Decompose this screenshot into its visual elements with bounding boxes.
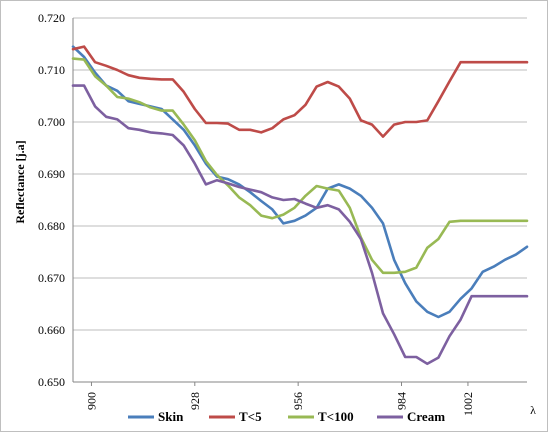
legend: Skin T<5 T<100 Cream bbox=[128, 409, 445, 424]
x-tick-label: 956 bbox=[291, 392, 305, 410]
legend-label: Cream bbox=[407, 409, 445, 424]
legend-label: T<5 bbox=[239, 409, 262, 424]
y-tick-label: 0.670 bbox=[38, 271, 65, 285]
series-line-cream bbox=[71, 84, 529, 366]
axes bbox=[72, 18, 527, 386]
series-lines bbox=[71, 45, 529, 366]
x-tick-label: 900 bbox=[84, 392, 98, 410]
y-tick-label: 0.690 bbox=[38, 167, 65, 181]
y-tick-labels: 0.720 0.710 0.700 0.690 0.680 0.670 0.660 0.650 bbox=[38, 11, 65, 389]
series-line-skin bbox=[71, 45, 529, 319]
legend-label: T<100 bbox=[318, 409, 354, 424]
y-tick-label: 0.680 bbox=[38, 219, 65, 233]
y-axis-title: Reflectance [j.a] bbox=[13, 140, 27, 223]
y-tick-label: 0.660 bbox=[38, 323, 65, 337]
series-line-t-5 bbox=[71, 45, 529, 138]
series-line-t-100 bbox=[71, 57, 529, 275]
gridlines bbox=[73, 17, 527, 331]
x-tick-label: 928 bbox=[188, 392, 202, 410]
x-axis-title: λ bbox=[530, 403, 536, 417]
x-tick-label: 984 bbox=[395, 392, 409, 410]
x-tick-labels: 900 928 956 984 1002 bbox=[84, 392, 474, 416]
y-tick-label: 0.720 bbox=[38, 11, 65, 25]
y-tick-label: 0.650 bbox=[38, 375, 65, 389]
y-tick-label: 0.710 bbox=[38, 63, 65, 77]
legend-label: Skin bbox=[158, 409, 184, 424]
x-tick-label: 1002 bbox=[461, 392, 475, 416]
y-tick-label: 0.700 bbox=[38, 115, 65, 129]
